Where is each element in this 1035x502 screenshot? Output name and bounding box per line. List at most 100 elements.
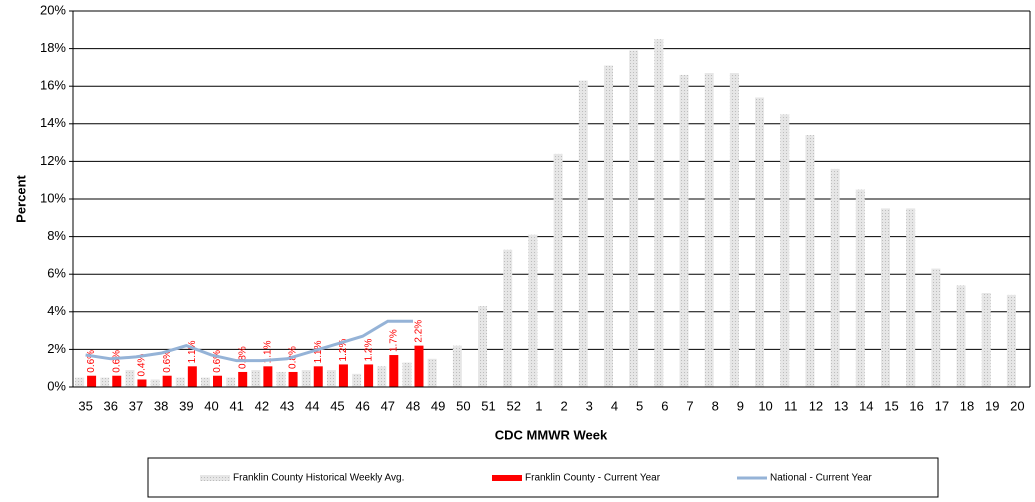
- bar: [729, 73, 739, 387]
- bar: [125, 370, 135, 387]
- bar: [931, 268, 941, 387]
- x-tick-label: 50: [456, 398, 470, 413]
- x-tick-label: 2: [560, 398, 567, 413]
- y-tick-label: 20%: [40, 2, 66, 17]
- bar: [162, 375, 172, 387]
- data-label: 1.2%: [363, 339, 374, 362]
- x-tick-label: 16: [909, 398, 923, 413]
- bar: [100, 377, 110, 387]
- x-tick-label: 45: [330, 398, 344, 413]
- data-label: 0.4%: [137, 354, 148, 377]
- bar: [1006, 294, 1016, 387]
- x-tick-label: 11: [784, 398, 798, 413]
- bar: [503, 249, 513, 387]
- x-tick-label: 12: [809, 398, 823, 413]
- legend: [147, 457, 939, 498]
- x-tick-label: 51: [481, 398, 495, 413]
- x-tick-label: 48: [406, 398, 420, 413]
- y-axis-label: Percent: [13, 174, 28, 222]
- bar: [414, 345, 424, 387]
- data-label: 1.1%: [263, 340, 274, 363]
- x-tick-label: 1: [535, 398, 542, 413]
- data-label: 0.6%: [111, 350, 122, 373]
- y-tick-label: 4%: [47, 303, 66, 318]
- x-tick-label: 10: [758, 398, 772, 413]
- x-tick-label: 5: [636, 398, 643, 413]
- bar: [981, 293, 991, 387]
- x-tick-label: 9: [737, 398, 744, 413]
- x-tick-label: 17: [935, 398, 949, 413]
- bar: [301, 370, 311, 387]
- bar: [238, 371, 248, 387]
- x-tick-label: 13: [834, 398, 848, 413]
- bar: [780, 114, 790, 388]
- x-tick-label: 38: [154, 398, 168, 413]
- y-tick-label: 14%: [40, 115, 66, 130]
- x-tick-label: 35: [78, 398, 92, 413]
- bar: [137, 379, 147, 387]
- bar: [389, 355, 399, 387]
- x-tick-label: 3: [586, 398, 593, 413]
- bar: [150, 379, 160, 387]
- bar: [263, 366, 273, 387]
- bar: [338, 364, 348, 387]
- bar: [654, 39, 664, 387]
- x-tick-label: 14: [859, 398, 873, 413]
- bar: [213, 375, 223, 387]
- x-tick-label: 47: [381, 398, 395, 413]
- bar: [313, 366, 323, 387]
- bar: [352, 373, 362, 387]
- data-label: 1.1%: [313, 340, 324, 363]
- data-label: 0.6%: [162, 350, 173, 373]
- bar: [377, 366, 387, 387]
- x-tick-label: 44: [305, 398, 319, 413]
- y-tick-label: 12%: [40, 153, 66, 168]
- x-tick-label: 37: [129, 398, 143, 413]
- bar: [855, 189, 865, 387]
- x-tick-label: 49: [431, 398, 445, 413]
- bar: [603, 65, 613, 388]
- data-label: 2.2%: [414, 320, 425, 343]
- x-tick-label: 36: [104, 398, 118, 413]
- bar: [251, 370, 261, 387]
- x-tick-label: 46: [355, 398, 369, 413]
- bar: [478, 306, 488, 387]
- bar: [87, 375, 97, 387]
- x-tick-label: 52: [506, 398, 520, 413]
- x-tick-label: 7: [686, 398, 693, 413]
- data-label: 1.7%: [388, 329, 399, 352]
- x-tick-label: 19: [985, 398, 999, 413]
- bar: [452, 345, 462, 387]
- bar: [880, 208, 890, 387]
- y-tick-label: 0%: [47, 378, 66, 393]
- legend-swatch: [492, 475, 522, 481]
- x-tick-label: 15: [884, 398, 898, 413]
- legend-label: National - Current Year: [770, 473, 872, 484]
- bar: [201, 377, 211, 387]
- bar: [112, 375, 122, 387]
- bar: [528, 234, 538, 387]
- data-label: 0.6%: [212, 350, 223, 373]
- line: [85, 319, 413, 363]
- bar: [679, 74, 689, 388]
- x-tick-label: 39: [179, 398, 193, 413]
- bar: [75, 377, 85, 387]
- x-tick-label: 43: [280, 398, 294, 413]
- data-label: 1.2%: [338, 339, 349, 362]
- x-tick-label: 20: [1010, 398, 1024, 413]
- bar: [226, 377, 236, 387]
- bar: [553, 153, 563, 387]
- bar: [288, 371, 298, 387]
- bar: [175, 377, 185, 387]
- bar: [402, 362, 412, 387]
- y-tick-label: 18%: [40, 40, 66, 55]
- y-tick-label: 2%: [47, 341, 66, 356]
- bar: [427, 358, 437, 387]
- x-tick-label: 6: [661, 398, 668, 413]
- legend-label: Franklin County Historical Weekly Avg.: [233, 473, 404, 484]
- data-label: 1.1%: [187, 340, 198, 363]
- legend-label: Franklin County - Current Year: [525, 473, 661, 484]
- bar: [326, 370, 336, 387]
- x-tick-label: 8: [712, 398, 719, 413]
